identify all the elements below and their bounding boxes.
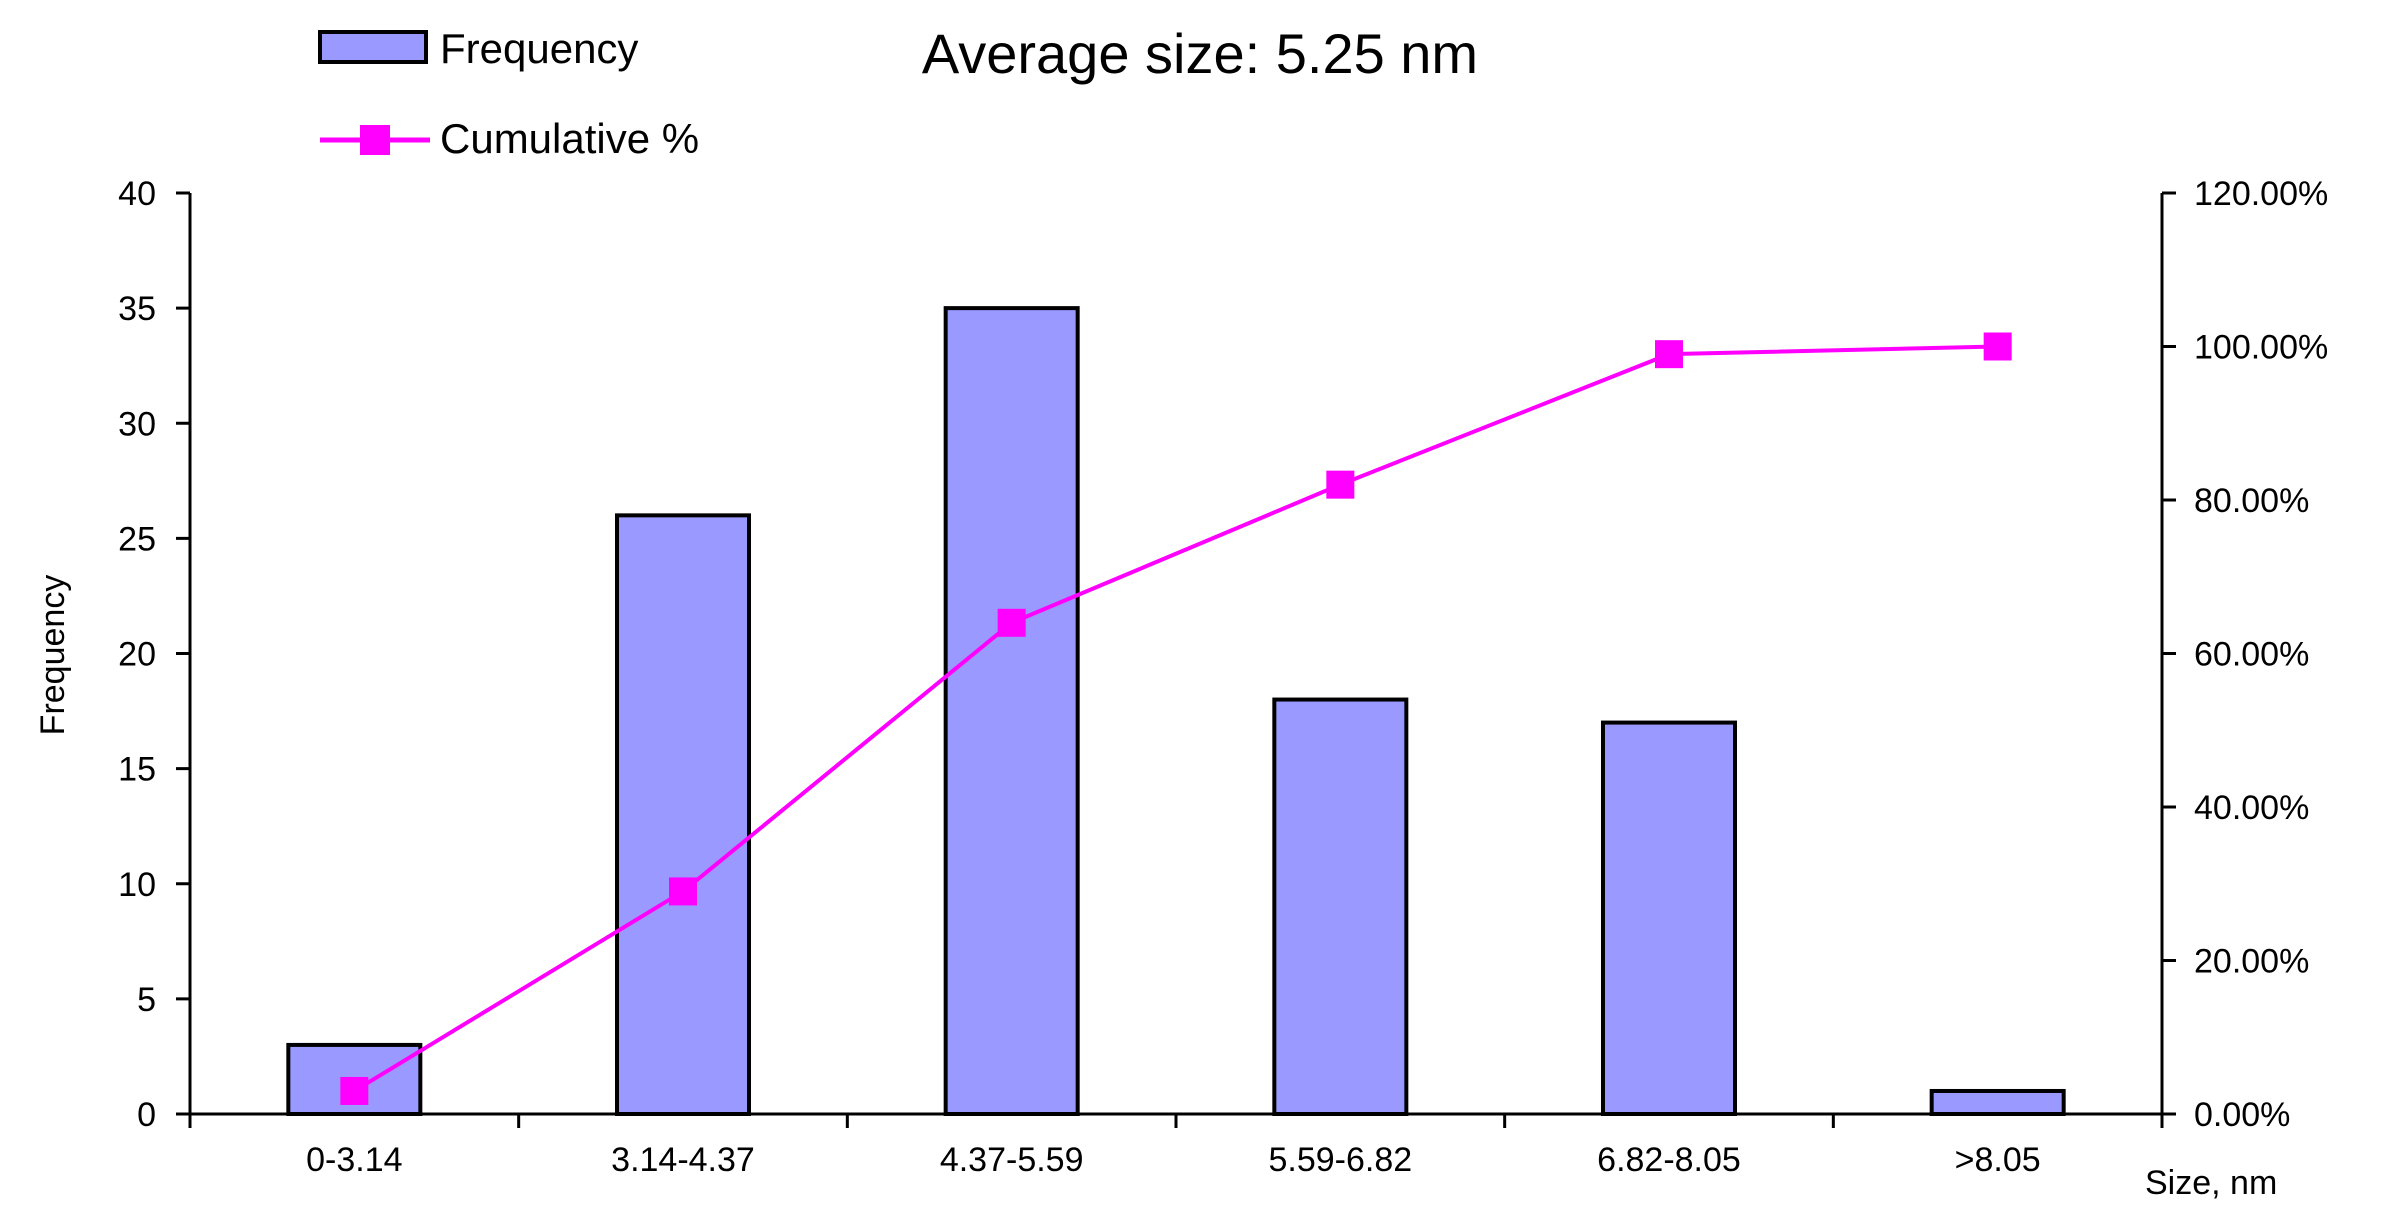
y2-tick-label-4: 80.00% [2194, 482, 2309, 520]
y2-tick-label-2: 40.00% [2194, 789, 2309, 827]
cumulative-point-4 [1655, 340, 1683, 369]
y2-tick-label-3: 60.00% [2194, 636, 2309, 674]
y-tick-label-3: 15 [118, 751, 156, 789]
cumulative-point-0 [340, 1076, 369, 1105]
cumulative-point-2 [997, 608, 1026, 637]
legend-swatch-frequency [318, 30, 428, 64]
y-axis-title: Frequency [34, 575, 72, 736]
bar-5 [1929, 1088, 2066, 1116]
cumulative-point-1 [669, 877, 697, 906]
y-tick-label-4: 20 [118, 636, 156, 674]
legend-label-cumulative: Cumulative % [440, 115, 699, 162]
x-tick-label-0: 0-3.14 [306, 1141, 402, 1179]
x-tick-label-2: 4.37-5.59 [940, 1141, 1084, 1179]
cumulative-point-5 [1983, 332, 2012, 361]
y2-tick-label-6: 120.00% [2194, 175, 2328, 213]
cumulative-point-3 [1326, 470, 1355, 499]
y-tick-label-8: 40 [118, 175, 156, 213]
y-tick-label-1: 5 [137, 981, 156, 1019]
y-tick-label-2: 10 [118, 866, 156, 904]
x-tick-label-3: 5.59-6.82 [1268, 1141, 1412, 1179]
bar-3 [1272, 697, 1409, 1116]
bar-2 [943, 306, 1080, 1116]
y-tick-label-0: 0 [137, 1096, 156, 1134]
cumulative-line [353, 344, 1998, 1093]
legend-label-frequency: Frequency [440, 25, 638, 72]
legend-marker-cumulative [360, 125, 390, 155]
legend: Frequency Cumulative % [318, 25, 699, 162]
plot-layer: 0 5 10 15 20 25 30 35 40 0.00% 20.00% 40.00% 60.00% 8… [118, 175, 2328, 1179]
y-tick-label-6: 30 [118, 405, 156, 443]
y2-tick-label-5: 100.00% [2194, 329, 2328, 367]
x-axis-title: Size, nm [2145, 1164, 2277, 1202]
y-tick-label-5: 25 [118, 520, 156, 558]
x-tick-label-5: >8.05 [1955, 1141, 2041, 1179]
y2-tick-label-0: 0.00% [2194, 1096, 2290, 1134]
bar-1 [615, 513, 751, 1116]
x-tick-label-4: 6.82-8.05 [1597, 1141, 1741, 1179]
y2-tick-label-1: 20.00% [2194, 943, 2309, 981]
bar-4 [1601, 720, 1737, 1116]
chart-title: Average size: 5.25 nm [922, 22, 1478, 85]
y-tick-label-7: 35 [118, 290, 156, 328]
x-tick-label-1: 3.14-4.37 [611, 1141, 755, 1179]
